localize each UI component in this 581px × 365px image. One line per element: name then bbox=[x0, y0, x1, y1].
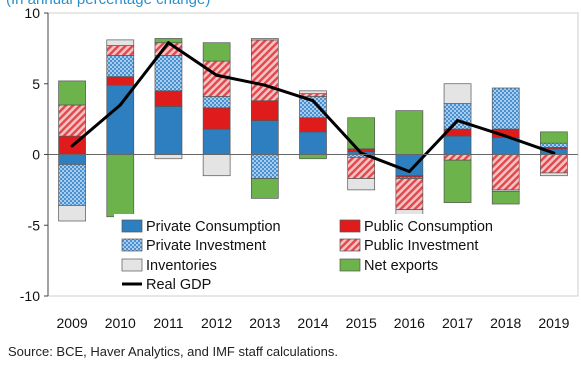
legend-label-private-consumption: Private Consumption bbox=[146, 219, 281, 235]
bar-private-consumption-2013 bbox=[250, 120, 279, 155]
legend-swatch-private-consumption bbox=[121, 219, 143, 233]
bar-net-exports-2009 bbox=[58, 80, 86, 106]
legend-background bbox=[114, 214, 534, 293]
bar-public-consumption-2014 bbox=[299, 117, 327, 133]
real-gdp-point-2019 bbox=[552, 151, 556, 155]
bar-net-exports-2014 bbox=[299, 154, 327, 160]
real-gdp-point-2011 bbox=[166, 41, 170, 45]
bar-public-consumption-2011 bbox=[154, 90, 183, 107]
bar-private-consumption-2010 bbox=[106, 84, 135, 155]
x-tick-label-2017: 2017 bbox=[442, 315, 473, 331]
legend-swatch-private-investment bbox=[121, 238, 143, 252]
legend-swatch-inventories bbox=[121, 258, 143, 272]
real-gdp-point-2012 bbox=[215, 73, 219, 77]
bar-net-exports-2017 bbox=[443, 159, 472, 203]
stacked-bar-chart: 10 5 0 -5 -10 2009 2010 2011 2012 2013 2014 2015 201… bbox=[20, 5, 579, 331]
x-tick-label-2011: 2011 bbox=[153, 315, 183, 331]
bar-private-investment-2012 bbox=[202, 96, 231, 109]
y-tick-label: 5 bbox=[32, 76, 40, 92]
bar-net-exports-2010 bbox=[106, 154, 135, 218]
bar-net-exports-2012 bbox=[202, 42, 231, 62]
axes: 10 5 0 -5 -10 2009 2010 2011 2012 2013 2014 2015 201… bbox=[20, 5, 578, 331]
bar-inventories-2012 bbox=[202, 154, 231, 177]
x-tick-label-2019: 2019 bbox=[538, 315, 569, 331]
real-gdp-point-2018 bbox=[504, 134, 508, 138]
bar-public-investment-2010 bbox=[106, 45, 135, 56]
bar-public-investment-2014 bbox=[299, 93, 327, 97]
bar-private-investment-2011 bbox=[154, 55, 183, 92]
bar-inventories-2014 bbox=[299, 90, 327, 95]
legend: Private Consumption Public Consumption Pri… bbox=[114, 214, 534, 293]
x-tick-label-2016: 2016 bbox=[394, 315, 425, 331]
y-tick-label: 0 bbox=[32, 147, 40, 163]
bar-net-exports-2019 bbox=[540, 131, 568, 144]
source-note: Source: BCE, Haver Analytics, and IMF st… bbox=[8, 344, 338, 359]
bar-private-consumption-2017 bbox=[443, 135, 472, 155]
legend-label-net-exports: Net exports bbox=[364, 258, 438, 274]
bar-private-investment-2019 bbox=[540, 142, 568, 148]
x-tick-label-2018: 2018 bbox=[490, 315, 521, 331]
bar-public-investment-2013 bbox=[250, 39, 279, 102]
bar-private-investment-2009 bbox=[58, 164, 86, 206]
real-gdp-point-2015 bbox=[359, 151, 363, 155]
bar-inventories-2017 bbox=[443, 83, 472, 104]
bar-net-exports-2018 bbox=[491, 190, 520, 205]
legend-label-public-consumption: Public Consumption bbox=[364, 219, 493, 235]
legend-swatch-net-exports bbox=[339, 258, 361, 272]
gdp-line-layer bbox=[70, 41, 556, 173]
legend-swatch-public-investment bbox=[339, 238, 361, 252]
bar-public-investment-2016 bbox=[395, 178, 424, 211]
bar-private-investment-2017 bbox=[443, 103, 472, 130]
bar-private-consumption-2014 bbox=[299, 131, 327, 155]
legend-label-inventories: Inventories bbox=[146, 258, 217, 274]
bar-public-consumption-2013 bbox=[250, 100, 279, 121]
bar-private-investment-2010 bbox=[106, 55, 135, 78]
bar-public-investment-2019 bbox=[540, 154, 568, 174]
bar-inventories-2011 bbox=[154, 154, 183, 160]
y-tick-label: -10 bbox=[20, 288, 40, 304]
bar-private-investment-2018 bbox=[491, 87, 520, 130]
bar-inventories-2010 bbox=[106, 39, 135, 46]
bar-public-consumption-2012 bbox=[202, 107, 231, 130]
chart-subtitle: (In annual percentage change) bbox=[6, 0, 210, 8]
real-gdp-point-2013 bbox=[263, 83, 267, 87]
bar-net-exports-2016 bbox=[395, 110, 424, 155]
x-tick-label-2009: 2009 bbox=[57, 315, 88, 331]
bar-private-consumption-2012 bbox=[202, 128, 231, 155]
real-gdp-point-2014 bbox=[311, 99, 315, 103]
bar-public-investment-2012 bbox=[202, 60, 231, 97]
real-gdp-point-2009 bbox=[70, 144, 74, 148]
legend-label-public-investment: Public Investment bbox=[364, 238, 478, 254]
bar-private-investment-2013 bbox=[250, 154, 279, 179]
real-gdp-point-2016 bbox=[407, 169, 411, 173]
bar-inventories-2013 bbox=[250, 38, 279, 41]
real-gdp-point-2017 bbox=[456, 119, 460, 123]
bar-public-investment-2018 bbox=[491, 154, 520, 191]
x-tick-label-2010: 2010 bbox=[105, 315, 136, 331]
y-tick-label: -5 bbox=[28, 217, 41, 233]
bar-inventories-2015 bbox=[347, 178, 376, 191]
bar-public-investment-2015 bbox=[347, 156, 376, 179]
bar-public-investment-2017 bbox=[443, 154, 472, 161]
legend-label-real-gdp: Real GDP bbox=[146, 277, 211, 293]
bar-inventories-2009 bbox=[58, 205, 86, 222]
bar-inventories-2019 bbox=[540, 172, 568, 177]
x-tick-label-2015: 2015 bbox=[346, 315, 377, 331]
bar-public-consumption-2010 bbox=[106, 76, 135, 86]
x-tick-label-2014: 2014 bbox=[297, 315, 328, 331]
y-tick-label: 10 bbox=[24, 5, 40, 21]
x-tick-label-2013: 2013 bbox=[249, 315, 280, 331]
bar-private-consumption-2009 bbox=[58, 154, 86, 165]
bar-public-investment-2009 bbox=[58, 104, 86, 137]
legend-label-private-investment: Private Investment bbox=[146, 238, 266, 254]
x-tick-label-2012: 2012 bbox=[201, 315, 232, 331]
legend-swatch-public-consumption bbox=[339, 219, 361, 233]
bar-private-consumption-2011 bbox=[154, 106, 183, 155]
real-gdp-point-2010 bbox=[118, 103, 122, 107]
bar-net-exports-2013 bbox=[250, 178, 279, 199]
bar-segments bbox=[58, 38, 568, 222]
